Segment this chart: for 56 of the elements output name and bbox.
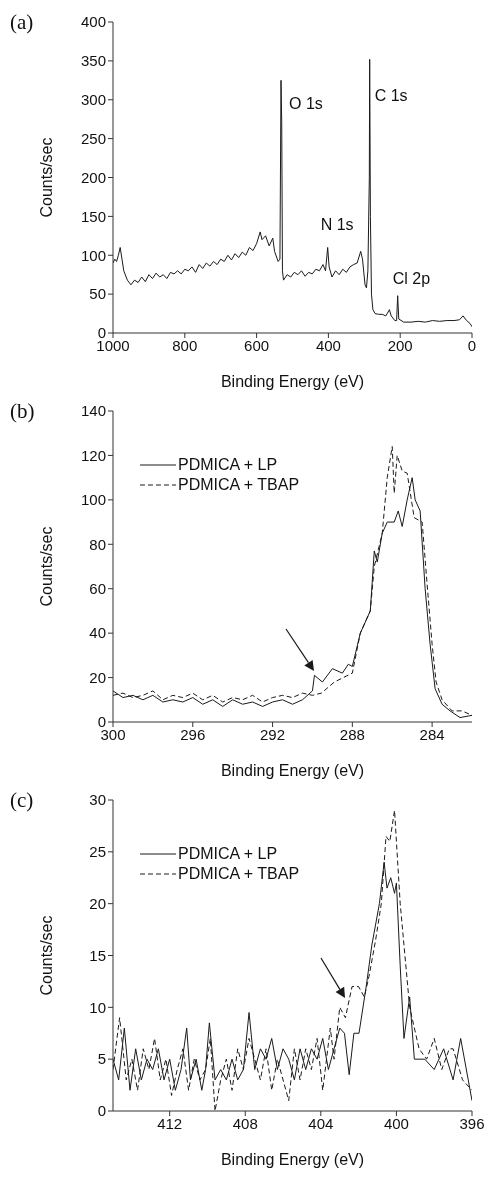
y-tick-label: 120: [80, 446, 106, 464]
legend-label: PDMICA + TBAP: [178, 865, 300, 883]
y-tick-label: 140: [80, 402, 106, 420]
annotation: O 1s: [289, 94, 323, 112]
x-axis-title: Binding Energy (eV): [220, 373, 365, 390]
y-tick-label: 40: [89, 624, 106, 642]
y-tick-label: 10: [89, 998, 106, 1016]
y-tick-label: 300: [80, 91, 106, 109]
x-tick-label: 400: [315, 336, 341, 354]
annotation: Cl 2p: [392, 269, 431, 287]
y-tick-label: 250: [80, 129, 106, 147]
x-tick-label: 0: [467, 336, 477, 354]
x-tick-label: 396: [459, 1114, 485, 1132]
y-axis-title: Counts/sec: [37, 915, 55, 996]
y-tick-label: 5: [97, 1050, 106, 1068]
y-tick-label: 200: [80, 168, 106, 186]
line-series: [113, 58, 472, 328]
y-tick-label: 150: [80, 207, 106, 225]
x-tick-label: 408: [232, 1114, 258, 1132]
chart-title: (a): [10, 10, 34, 35]
x-tick-label: 404: [308, 1114, 334, 1132]
y-tick-label: 80: [89, 535, 106, 553]
x-axis-title: Binding Energy (eV): [220, 762, 365, 779]
x-tick-label: 200: [387, 336, 413, 354]
annotation: C 1s: [374, 86, 408, 104]
x-tick-label: 412: [157, 1114, 183, 1132]
y-tick-label: 0: [97, 1102, 106, 1120]
y-tick-label: 25: [89, 843, 106, 861]
y-tick-label: 15: [89, 946, 106, 964]
x-tick-label: 292: [260, 725, 286, 743]
x-tick-label: 288: [339, 725, 365, 743]
legend-label: PDMICA + LP: [178, 845, 278, 863]
legend-label: PDMICA + LP: [178, 456, 278, 474]
x-tick-label: 600: [244, 336, 270, 354]
y-tick-label: 20: [89, 894, 106, 912]
y-tick-label: 100: [80, 491, 106, 509]
y-tick-label: 30: [89, 791, 106, 809]
x-tick-label: 400: [383, 1114, 409, 1132]
x-axis-title: Binding Energy (eV): [220, 1151, 365, 1168]
chart-title: (c): [10, 788, 34, 813]
y-tick-label: 20: [89, 668, 106, 686]
chart-title: (b): [10, 399, 35, 424]
y-tick-label: 0: [97, 324, 106, 342]
annotation: N 1s: [320, 215, 354, 233]
y-axis-title: Counts/sec: [37, 137, 55, 218]
y-tick-label: 350: [80, 52, 106, 70]
x-tick-label: 800: [172, 336, 198, 354]
x-tick-label: 296: [180, 725, 206, 743]
y-tick-label: 100: [80, 246, 106, 264]
x-tick-label: 284: [419, 725, 445, 743]
y-axis-title: Counts/sec: [37, 526, 55, 607]
y-tick-label: 400: [80, 13, 106, 31]
y-tick-label: 50: [89, 285, 106, 303]
y-tick-label: 60: [89, 580, 106, 598]
y-tick-label: 0: [97, 713, 106, 731]
legend-label: PDMICA + TBAP: [178, 476, 300, 494]
